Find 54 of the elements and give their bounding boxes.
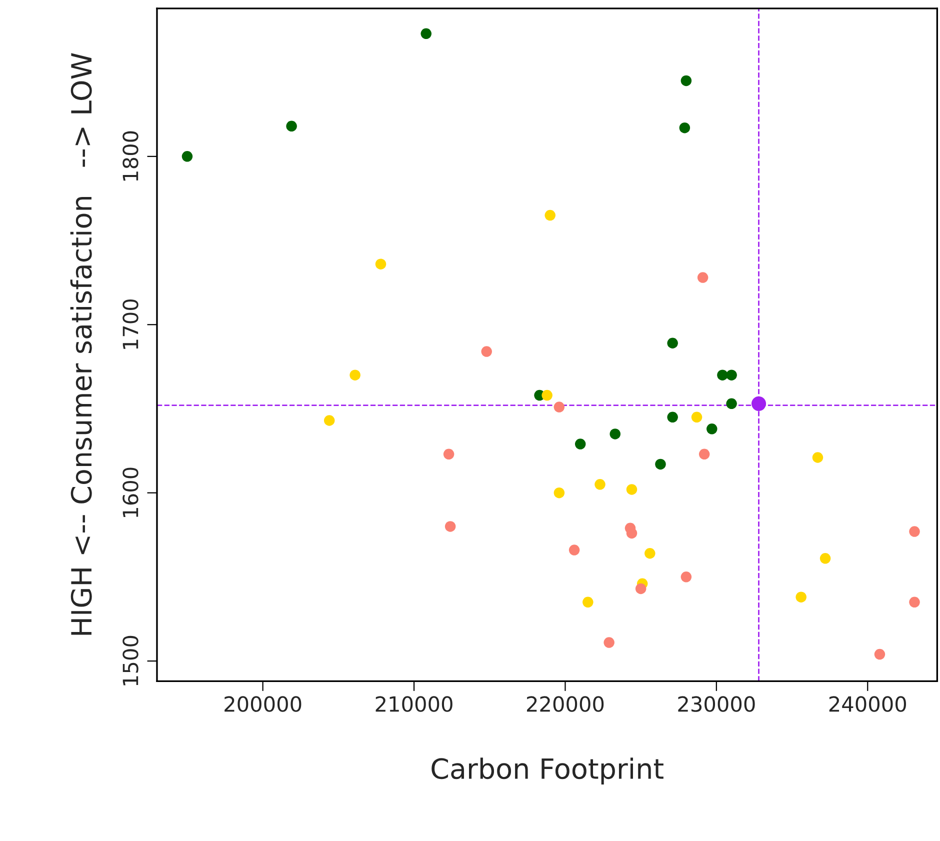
y-tick-label: 1700 [122, 300, 138, 349]
point [726, 370, 737, 380]
point [568, 544, 580, 556]
point [554, 487, 565, 498]
point [697, 272, 708, 283]
x-tick-label: 240000 [829, 696, 906, 712]
point [751, 396, 766, 411]
point [820, 553, 831, 564]
y-tick-label: 1600 [122, 468, 138, 518]
point [717, 370, 728, 380]
point [626, 484, 638, 495]
point [667, 412, 678, 423]
point [324, 415, 335, 426]
point [610, 428, 620, 440]
x-tick-label: 220000 [526, 696, 604, 712]
x-tick-label: 230000 [678, 696, 755, 712]
point [644, 548, 656, 559]
point [582, 596, 594, 608]
point [679, 122, 690, 134]
point [375, 258, 386, 270]
point [655, 458, 666, 470]
point [420, 28, 432, 40]
y-axis-title: HIGH <-- Consumer satisfaction --> LOW [70, 53, 92, 635]
point [481, 346, 492, 357]
point [706, 424, 718, 434]
point [796, 592, 806, 602]
point [594, 479, 606, 490]
point [286, 120, 297, 132]
point [691, 412, 702, 423]
y-tick-label: 1500 [122, 636, 138, 686]
point [554, 402, 565, 412]
point [667, 338, 678, 349]
point [909, 596, 920, 608]
point [680, 75, 692, 86]
point [698, 448, 710, 460]
point [542, 390, 552, 401]
point [574, 438, 586, 450]
x-tick-label: 200000 [224, 696, 302, 712]
point [604, 637, 614, 648]
point [182, 151, 193, 162]
x-axis-title: Carbon Footprint [432, 758, 664, 785]
y-tick-label: 1800 [122, 131, 138, 181]
point [680, 572, 692, 582]
point [444, 521, 456, 532]
point [443, 448, 454, 460]
point [544, 210, 556, 221]
point [812, 452, 824, 463]
point [635, 583, 646, 594]
point [726, 398, 737, 410]
point [909, 526, 920, 537]
point [874, 648, 886, 660]
point [350, 370, 360, 380]
x-tick-label: 210000 [376, 696, 452, 712]
point [626, 528, 638, 539]
